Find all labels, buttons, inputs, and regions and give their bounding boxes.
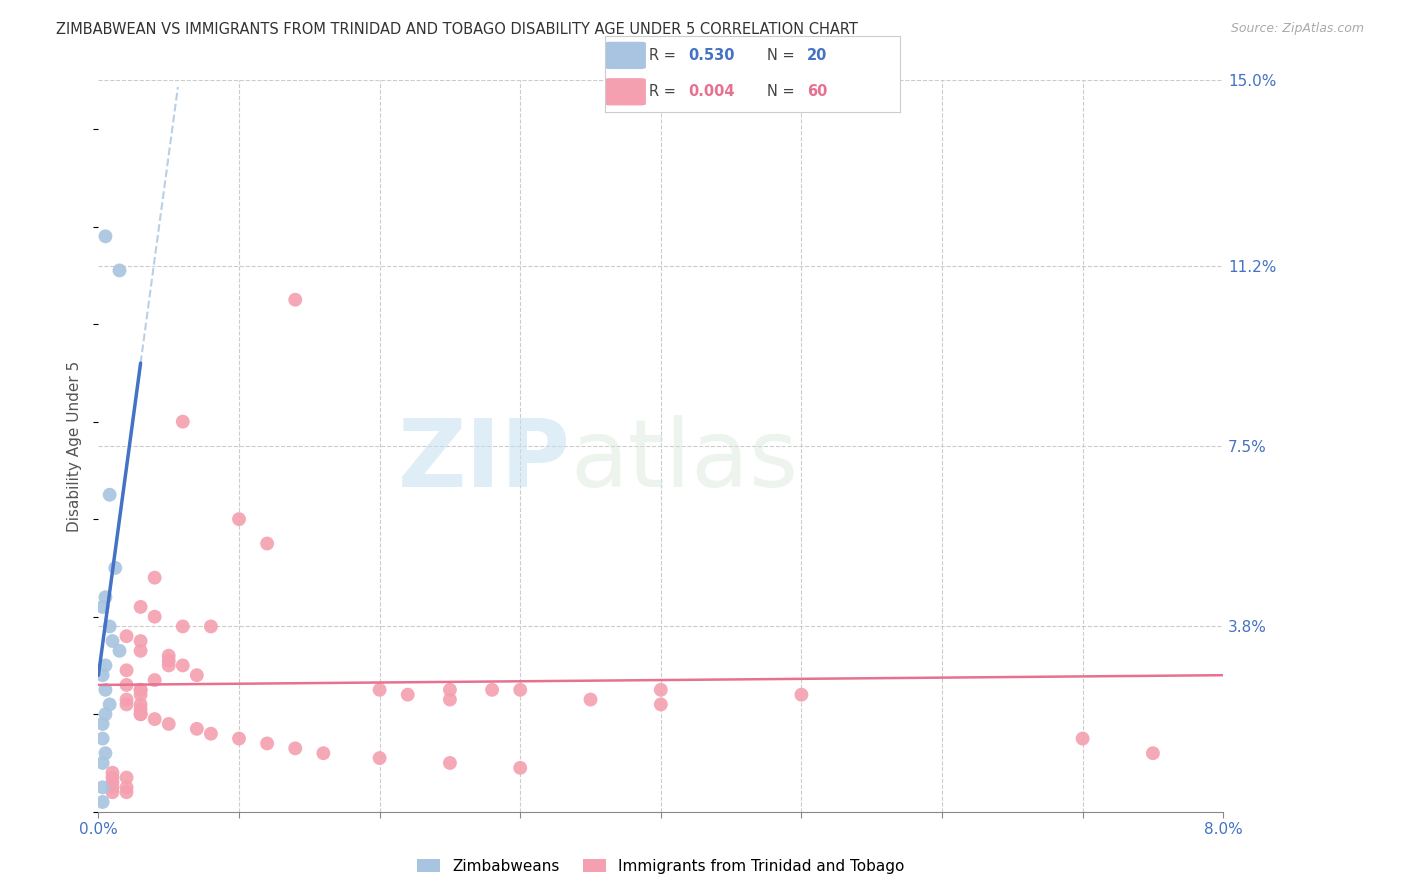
Point <box>91 668 114 682</box>
Point <box>172 658 194 673</box>
Text: N =: N = <box>768 48 799 63</box>
Point <box>101 775 124 789</box>
Point <box>94 746 117 760</box>
Text: ZIMBABWEAN VS IMMIGRANTS FROM TRINIDAD AND TOBAGO DISABILITY AGE UNDER 5 CORRELA: ZIMBABWEAN VS IMMIGRANTS FROM TRINIDAD A… <box>56 22 858 37</box>
Point <box>91 780 114 795</box>
Point <box>94 590 117 604</box>
Point <box>129 702 152 716</box>
Point <box>101 765 124 780</box>
Point <box>94 682 117 697</box>
FancyBboxPatch shape <box>605 78 645 105</box>
Point <box>396 688 419 702</box>
Text: 60: 60 <box>807 84 827 99</box>
Text: R =: R = <box>650 48 681 63</box>
Point <box>115 629 138 643</box>
Point <box>94 229 117 244</box>
Point <box>129 599 152 614</box>
Point <box>256 736 278 750</box>
Point <box>91 795 114 809</box>
Point <box>115 785 138 799</box>
Point <box>1142 746 1164 760</box>
Text: R =: R = <box>650 84 681 99</box>
Point <box>94 707 117 722</box>
Point <box>1071 731 1094 746</box>
Point <box>368 682 391 697</box>
Point <box>368 751 391 765</box>
Y-axis label: Disability Age Under 5: Disability Age Under 5 <box>67 360 83 532</box>
Point <box>108 263 131 277</box>
Point <box>129 698 152 712</box>
Text: Source: ZipAtlas.com: Source: ZipAtlas.com <box>1230 22 1364 36</box>
Point <box>200 727 222 741</box>
Point <box>186 722 208 736</box>
Point <box>143 712 166 726</box>
Point <box>104 561 127 575</box>
Point <box>439 692 461 706</box>
Point <box>101 771 124 785</box>
Point <box>157 648 180 663</box>
Text: 0.530: 0.530 <box>689 48 735 63</box>
Point <box>790 688 813 702</box>
Text: ZIP: ZIP <box>398 415 571 507</box>
Point <box>157 658 180 673</box>
Point <box>115 692 138 706</box>
Point <box>200 619 222 633</box>
Point <box>91 731 114 746</box>
Point <box>115 678 138 692</box>
Point <box>481 682 503 697</box>
Point <box>579 692 602 706</box>
Point <box>650 682 672 697</box>
Point <box>115 698 138 712</box>
Point <box>439 682 461 697</box>
FancyBboxPatch shape <box>605 42 645 69</box>
Point <box>91 599 114 614</box>
Point <box>509 682 531 697</box>
Text: atlas: atlas <box>571 415 799 507</box>
Point <box>143 673 166 687</box>
Point <box>101 785 124 799</box>
Legend: Zimbabweans, Immigrants from Trinidad and Tobago: Zimbabweans, Immigrants from Trinidad an… <box>411 853 911 880</box>
Point <box>172 415 194 429</box>
Point <box>228 731 250 746</box>
Point <box>186 668 208 682</box>
Point <box>143 571 166 585</box>
Point <box>129 644 152 658</box>
Point <box>650 698 672 712</box>
Point <box>115 663 138 677</box>
Point <box>91 717 114 731</box>
Point <box>115 771 138 785</box>
Text: 20: 20 <box>807 48 827 63</box>
Point <box>94 658 117 673</box>
Point <box>91 756 114 770</box>
Point <box>157 654 180 668</box>
Point <box>129 682 152 697</box>
Point <box>98 698 121 712</box>
Point <box>143 609 166 624</box>
Point <box>157 717 180 731</box>
Point <box>284 293 307 307</box>
Point <box>129 688 152 702</box>
Point <box>509 761 531 775</box>
Point <box>98 488 121 502</box>
Point <box>439 756 461 770</box>
Point <box>108 644 131 658</box>
Point <box>129 682 152 697</box>
Text: 0.004: 0.004 <box>689 84 735 99</box>
Point <box>284 741 307 756</box>
Point <box>228 512 250 526</box>
Point <box>172 619 194 633</box>
Point <box>115 780 138 795</box>
Point <box>101 780 124 795</box>
Point <box>101 634 124 648</box>
Point <box>312 746 335 760</box>
Point <box>256 536 278 550</box>
Point <box>129 707 152 722</box>
Point <box>129 634 152 648</box>
Point <box>129 707 152 722</box>
Point <box>98 619 121 633</box>
Text: N =: N = <box>768 84 799 99</box>
